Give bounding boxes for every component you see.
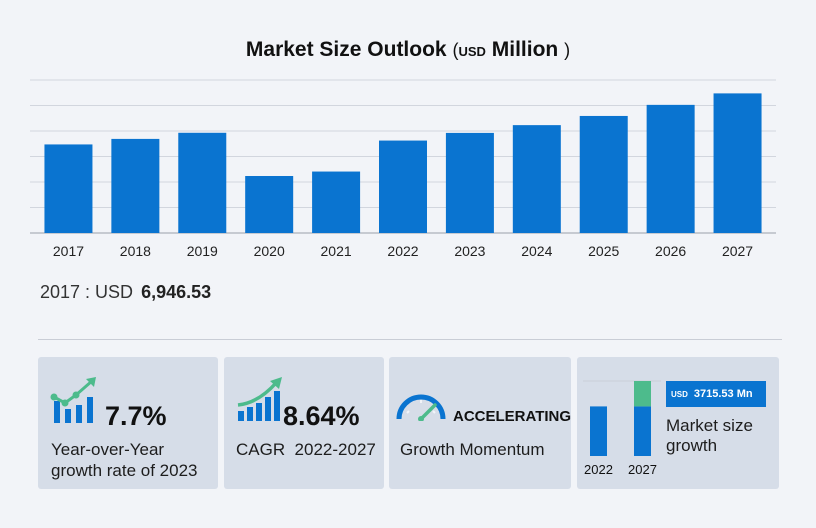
mini-increment-2027 [634,381,651,407]
increment-tag: USD 3715.53 Mn [666,381,766,407]
market-growth-card: 2022 2027 Market size growth [577,357,779,489]
bar-2022 [379,140,427,233]
speedometer-icon [396,394,446,421]
base-year-value: 2017 : USD 6,946.53 [40,282,211,303]
x-tick-label-2020: 2020 [254,243,285,259]
title-unit-prefix: USD [458,44,486,59]
yoy-card: 7.7% Year-over-Year growth rate of 2023 [38,357,218,489]
momentum-card: ACCELERATING Growth Momentum [389,357,571,489]
bar-2023 [445,132,494,233]
base-year-amount: 6,946.53 [141,282,212,302]
momentum-desc: Growth Momentum [400,440,545,459]
x-tick-label-2026: 2026 [655,243,686,259]
mini-label-2027: 2027 [628,462,657,477]
bar-2024 [512,125,561,233]
mini-label-2022: 2022 [584,462,613,477]
cagr-value: 8.64% [283,401,360,431]
mini-bar-2022 [590,406,607,456]
trend-up-icon [237,377,282,421]
yoy-value: 7.7% [105,401,167,431]
x-tick-label-2023: 2023 [454,243,485,259]
cagr-card: 8.64% CAGR 2022-2027 [224,357,384,489]
bar-2017 [44,144,93,233]
chart-title-text: Market Size Outlook [245,38,447,61]
momentum-value: ACCELERATING [453,408,572,425]
x-tick-label-2018: 2018 [120,243,151,259]
yoy-desc-line2: growth rate of 2023 [51,461,198,480]
yoy-desc-line1: Year-over-Year [51,440,165,459]
x-tick-label-2022: 2022 [387,243,418,259]
title-paren-open: ( [452,40,459,60]
increment-tag-value: 3715.53 Mn [693,388,753,400]
mini-bar-chart: 2022 2027 [583,380,661,477]
title-paren-close: ) [564,40,571,60]
increment-tag-unit: USD [671,390,688,399]
bar-chart: 2017 2018 2019 2020 2021 2022 2023 2024 2025 2026… [30,79,776,259]
bar-2026 [646,104,695,233]
divider [38,339,782,340]
mini-bar-2027 [634,406,651,456]
x-tick-label-2024: 2024 [521,243,552,259]
bar-2025 [579,115,628,233]
x-tick-label-2027: 2027 [722,243,753,259]
x-tick-label-2019: 2019 [187,243,218,259]
bar-2020 [245,176,294,233]
bar-2027 [713,93,762,233]
bar-2018 [111,138,160,233]
x-tick-label-2025: 2025 [588,243,619,259]
x-tick-label-2017: 2017 [53,243,84,259]
title-unit: Million [491,38,559,61]
market-growth-desc-line1: Market size [666,416,753,435]
cagr-desc: CAGR 2022-2027 [236,440,376,459]
market-growth-desc-line2: growth [666,436,718,455]
bar-2021 [312,171,361,233]
base-year-label: 2017 : USD [40,282,134,302]
x-tick-label-2021: 2021 [321,243,352,259]
bar-2019 [178,132,227,233]
chart-title: Market Size Outlook (USD Million ) [0,38,816,62]
bar-growth-icon [50,377,96,423]
